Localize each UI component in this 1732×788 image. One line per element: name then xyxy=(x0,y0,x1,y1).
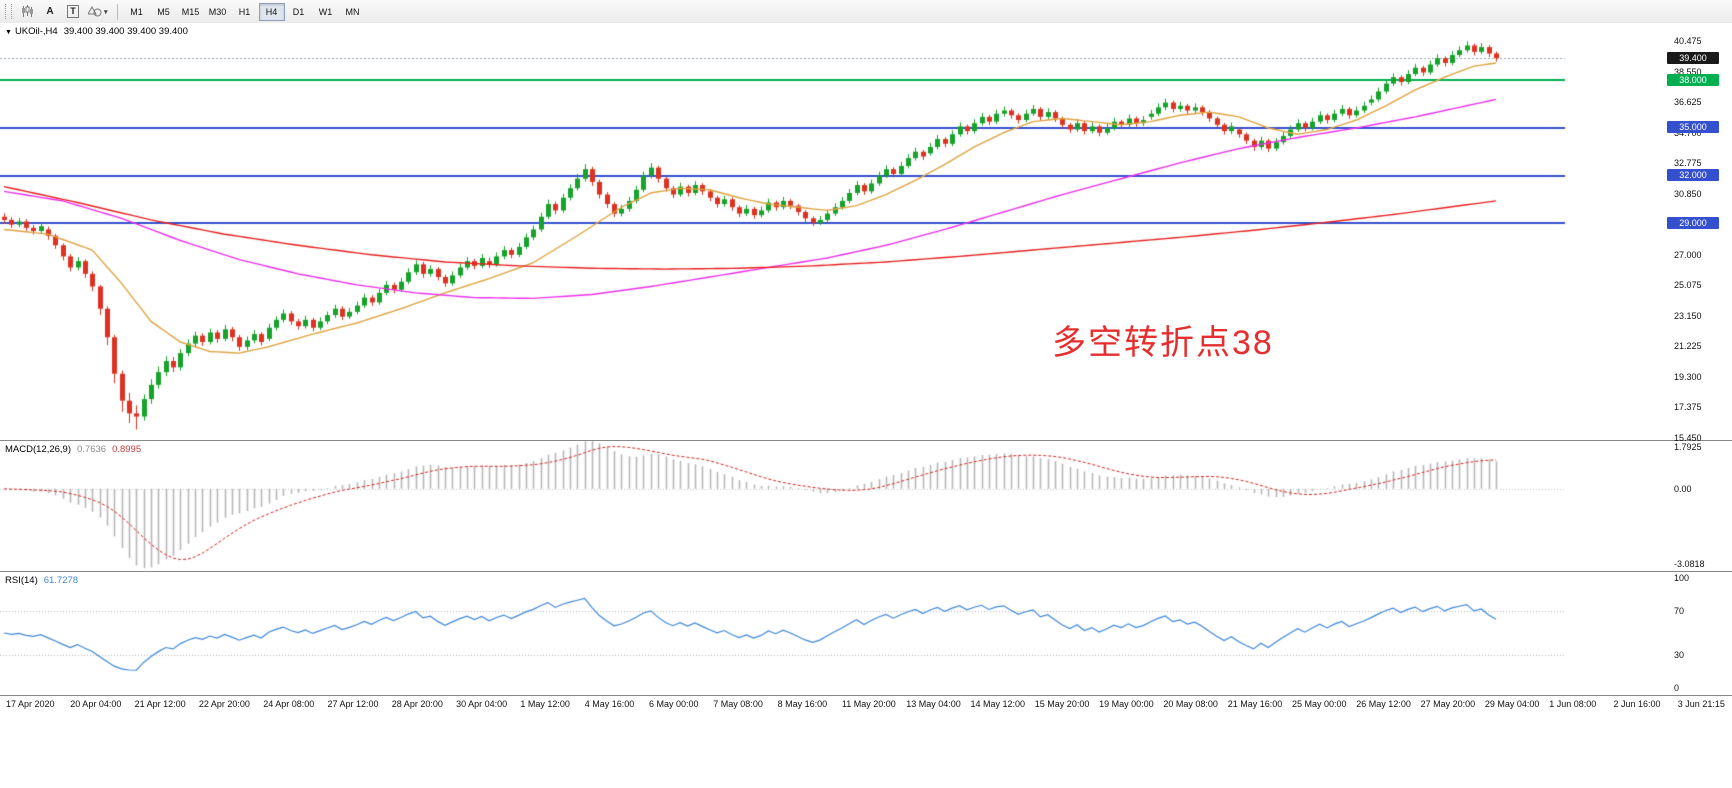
macd-label: MACD(12,26,9) 0.7636 0.8995 xyxy=(5,444,141,455)
axis-tick-label: 19.300 xyxy=(1674,371,1702,382)
price-level-box: 39.400 xyxy=(1667,51,1719,64)
price-level-box: 35.000 xyxy=(1667,121,1719,134)
time-axis-label: 21 May 16:00 xyxy=(1227,699,1283,709)
time-axis[interactable]: 17 Apr 2020 20 Apr 04:00 21 Apr 12:00 22 Ap… xyxy=(0,696,1732,714)
axis-tick-label: 0 xyxy=(1674,683,1680,693)
axis-tick-label: 40.475 xyxy=(1674,36,1702,47)
time-axis-label: 17 Apr 2020 xyxy=(6,699,55,709)
axis-tick-label: 15.450 xyxy=(1674,432,1702,443)
timeframe-button-h1[interactable]: H1 xyxy=(232,3,258,21)
axis-tick-label: 23.150 xyxy=(1674,310,1702,321)
ohlc-values: 39.400 39.400 39.400 39.400 xyxy=(63,26,188,37)
chart-window-button[interactable] xyxy=(16,2,38,21)
time-axis-label: 24 Apr 08:00 xyxy=(263,699,315,709)
text-tool-button[interactable]: T xyxy=(62,2,84,21)
axis-tick-label: 27.000 xyxy=(1674,249,1702,260)
timeframe-button-d1[interactable]: D1 xyxy=(286,3,312,21)
time-axis-label: 7 May 08:00 xyxy=(713,699,763,709)
macd-canvas[interactable] xyxy=(0,441,1665,571)
time-axis-label: 20 Apr 04:00 xyxy=(70,699,122,709)
time-axis-label: 27 May 20:00 xyxy=(1420,699,1476,709)
time-axis-label: 8 May 16:00 xyxy=(777,699,828,709)
time-axis-label: 1 May 12:00 xyxy=(520,699,570,709)
axis-tick-label: 30.850 xyxy=(1674,188,1702,199)
price-level-box: 29.000 xyxy=(1667,216,1719,229)
axis-tick-label: -3.0818 xyxy=(1674,559,1705,569)
toolbar: A T ▾ M1 M5 M15 M30 H1 H4 D1 W1 MN xyxy=(0,0,1732,24)
time-axis-label: 14 May 12:00 xyxy=(970,699,1026,709)
time-axis-label: 1 Jun 08:00 xyxy=(1549,699,1597,709)
price-chart-canvas[interactable] xyxy=(0,23,1665,440)
price-level-box: 32.000 xyxy=(1667,169,1719,182)
time-axis-label: 6 May 00:00 xyxy=(649,699,699,709)
toolbar-separator xyxy=(116,3,118,20)
shapes-tool-button[interactable]: ▾ xyxy=(85,2,111,21)
symbol-dropdown-icon[interactable]: ▼ xyxy=(5,29,12,36)
rsi-name: RSI(14) xyxy=(5,575,38,586)
time-axis-label: 2 Jun 16:00 xyxy=(1613,699,1661,709)
time-axis-label: 15 May 20:00 xyxy=(1034,699,1090,709)
time-axis-label: 21 Apr 12:00 xyxy=(134,699,186,709)
time-axis-label: 30 Apr 04:00 xyxy=(456,699,508,709)
symbol-name: UKOil-,H4 xyxy=(14,26,58,37)
timeframe-button-m5[interactable]: M5 xyxy=(151,3,177,21)
axis-tick-label: 21.225 xyxy=(1674,341,1702,352)
candlestick-chart-icon xyxy=(21,5,33,17)
text-tool-glyph: T xyxy=(67,5,79,18)
macd-axis[interactable]: 1.7925 0.00 -3.0818 xyxy=(1665,441,1732,571)
price-chart-panel: ▼ UKOil-,H4 39.400 39.400 39.400 39.400 多空… xyxy=(0,23,1732,443)
macd-signal-value: 0.8995 xyxy=(112,444,142,455)
arrow-tool-glyph: A xyxy=(46,6,54,17)
dropdown-caret-icon: ▾ xyxy=(104,8,108,16)
axis-tick-label: 0.00 xyxy=(1674,483,1692,494)
time-axis-label: 19 May 00:00 xyxy=(1099,699,1154,709)
time-axis-label: 28 Apr 20:00 xyxy=(391,699,443,709)
symbol-ohlc-label: ▼ UKOil-,H4 39.400 39.400 39.400 39.400 xyxy=(5,26,188,37)
axis-tick-label: 17.375 xyxy=(1674,402,1702,413)
shapes-icon xyxy=(88,5,102,17)
macd-panel: MACD(12,26,9) 0.7636 0.8995 1.7925 0.00 -3.0… xyxy=(0,441,1732,572)
axis-tick-label: 100 xyxy=(1674,573,1690,583)
time-axis-label: 27 Apr 12:00 xyxy=(327,699,379,709)
time-axis-label: 29 May 04:00 xyxy=(1484,699,1540,709)
timeframe-button-w1[interactable]: W1 xyxy=(313,3,339,21)
macd-main-value: 0.7636 xyxy=(77,444,107,455)
chart-annotation-text[interactable]: 多空转折点38 xyxy=(1052,324,1274,362)
rsi-panel: RSI(14) 61.7278 100 70 30 0 xyxy=(0,572,1732,696)
rsi-canvas[interactable] xyxy=(0,572,1665,695)
axis-tick-label: 32.775 xyxy=(1674,158,1702,169)
time-axis-label: 26 May 12:00 xyxy=(1356,699,1411,709)
macd-name: MACD(12,26,9) xyxy=(5,444,71,455)
time-axis-label: 13 May 04:00 xyxy=(906,699,961,709)
time-axis-label: 11 May 20:00 xyxy=(841,699,896,709)
axis-tick-label: 70 xyxy=(1674,606,1685,616)
time-axis-label: 3 Jun 21:15 xyxy=(1677,699,1725,709)
time-axis-label: 20 May 08:00 xyxy=(1163,699,1218,709)
rsi-value: 61.7278 xyxy=(43,575,79,586)
time-axis-label: 4 May 16:00 xyxy=(584,699,635,709)
axis-tick-label: 1.7925 xyxy=(1674,442,1702,452)
toolbar-drag-handle[interactable] xyxy=(5,4,12,19)
axis-tick-label: 36.625 xyxy=(1674,97,1702,108)
rsi-axis[interactable]: 100 70 30 0 xyxy=(1665,572,1732,695)
timeframe-button-m1[interactable]: M1 xyxy=(124,3,150,21)
rsi-label: RSI(14) 61.7278 xyxy=(5,575,78,586)
axis-tick-label: 38.550 xyxy=(1674,66,1702,77)
time-axis-label: 25 May 00:00 xyxy=(1292,699,1347,709)
timeframe-button-m15[interactable]: M15 xyxy=(178,3,204,21)
timeframe-button-mn[interactable]: MN xyxy=(340,3,366,21)
arrow-tool-button[interactable]: A xyxy=(39,2,61,21)
axis-tick-label: 25.075 xyxy=(1674,280,1702,291)
price-level-box: 38.000 xyxy=(1667,73,1719,86)
timeframe-button-h4[interactable]: H4 xyxy=(258,2,285,21)
price-axis[interactable]: 40.47538.55036.62534.70032.77530.85028.9… xyxy=(1665,23,1732,443)
axis-tick-label: 30 xyxy=(1674,650,1685,660)
timeframe-button-m30[interactable]: M30 xyxy=(205,3,231,21)
time-axis-label: 22 Apr 20:00 xyxy=(198,699,250,709)
